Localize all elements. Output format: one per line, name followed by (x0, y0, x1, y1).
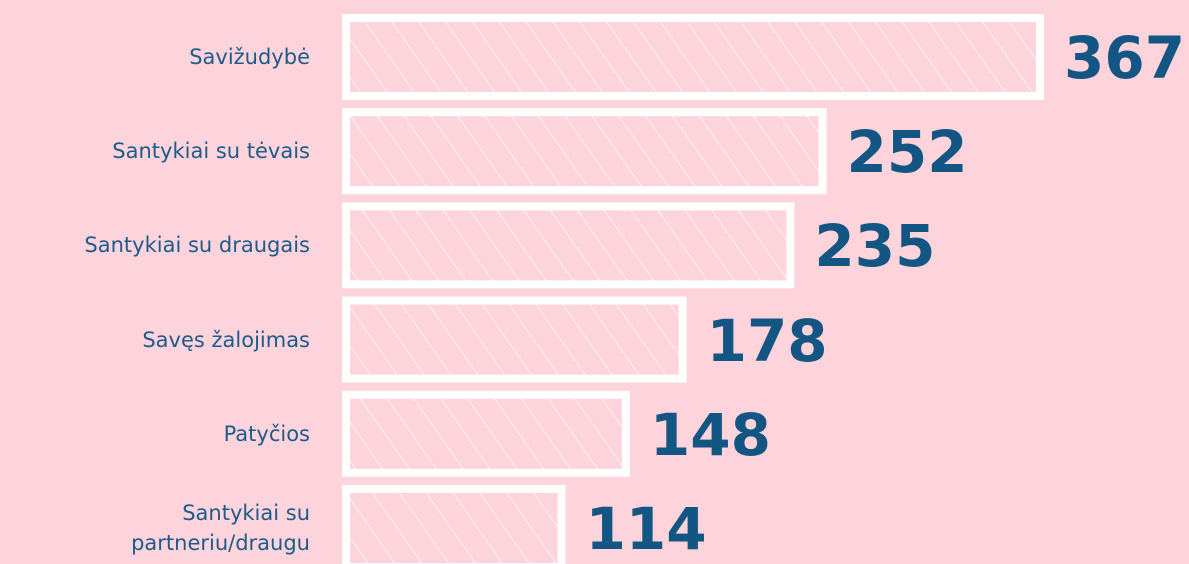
value-label: 148 (649, 400, 771, 469)
category-label: Savęs žalojimas (142, 327, 310, 352)
bar (342, 202, 795, 289)
category-label: Savižudybė (189, 45, 310, 69)
value-label: 178 (706, 306, 828, 375)
category-label: Santykiai su draugais (84, 233, 310, 258)
bar (342, 108, 827, 195)
value-label: 235 (814, 212, 936, 281)
bar (342, 485, 566, 564)
bar (342, 390, 630, 477)
bar (342, 296, 687, 383)
bar (342, 14, 1044, 100)
value-label: 114 (585, 495, 707, 563)
value-label: 367 (1064, 24, 1186, 92)
value-label: 252 (846, 118, 968, 187)
category-label: Santykiai su partneriu/draugu (131, 501, 310, 555)
category-label: Patyčios (223, 421, 310, 446)
category-label: Santykiai su tėvais (112, 139, 310, 164)
